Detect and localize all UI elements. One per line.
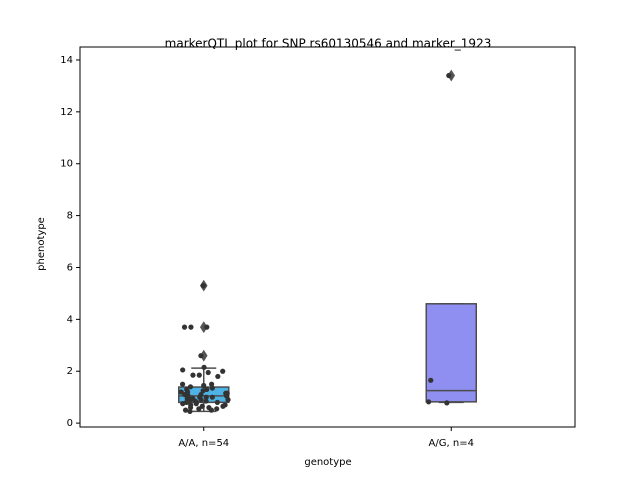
chart-title: markerQTL plot for SNP rs60130546 and ma… — [165, 37, 492, 51]
strip-point — [225, 397, 231, 403]
x-tick-label: A/A, n=54 — [178, 438, 229, 449]
strip-point — [180, 401, 186, 407]
strip-point — [428, 377, 434, 383]
strip-point — [182, 407, 189, 413]
y-tick-label: 4 — [67, 314, 73, 325]
strip-point — [201, 364, 207, 370]
y-axis-label: phenotype — [36, 217, 47, 271]
x-tick-label: A/G, n=4 — [429, 438, 474, 449]
strip-point — [209, 385, 215, 391]
strip-point — [215, 373, 221, 380]
y-tick-label: 0 — [67, 418, 73, 429]
strip-point — [180, 367, 186, 373]
strip-point — [188, 324, 194, 330]
strip-point — [209, 394, 215, 400]
y-tick-label: 8 — [67, 211, 73, 222]
strip-point — [193, 401, 199, 407]
y-tick-label: 12 — [60, 107, 73, 118]
y-tick-label: 2 — [67, 366, 73, 377]
strip-point — [220, 368, 226, 374]
strip-point — [214, 406, 220, 412]
strip-point — [203, 398, 209, 404]
strip-point — [187, 408, 193, 415]
strip-point — [198, 397, 204, 403]
y-tick-label: 10 — [60, 159, 73, 170]
x-axis-label: genotype — [304, 457, 351, 468]
strip-point — [426, 399, 432, 405]
strip-point — [200, 388, 206, 394]
strip-point — [204, 324, 210, 330]
strip-point — [196, 372, 202, 378]
strip-point — [198, 353, 204, 359]
strip-point — [187, 384, 194, 390]
y-tick-label: 6 — [67, 262, 73, 273]
strip-point — [444, 400, 450, 406]
strip-point — [214, 399, 220, 405]
strip-point — [220, 403, 226, 409]
strip-point — [187, 404, 194, 411]
strip-point — [179, 381, 186, 387]
box — [425, 303, 477, 403]
strip-point — [205, 369, 211, 376]
strip-point — [208, 407, 214, 413]
strip-point — [181, 324, 188, 330]
strip-point — [190, 372, 196, 378]
strip-point — [209, 381, 215, 387]
strip-point — [187, 397, 193, 403]
strip-point — [446, 72, 452, 79]
strip-point — [200, 283, 206, 289]
plot-frame — [79, 46, 576, 428]
y-tick-label: 14 — [60, 55, 73, 66]
strip-point — [196, 406, 202, 412]
strip-point — [203, 394, 209, 400]
strip-point — [201, 382, 207, 389]
